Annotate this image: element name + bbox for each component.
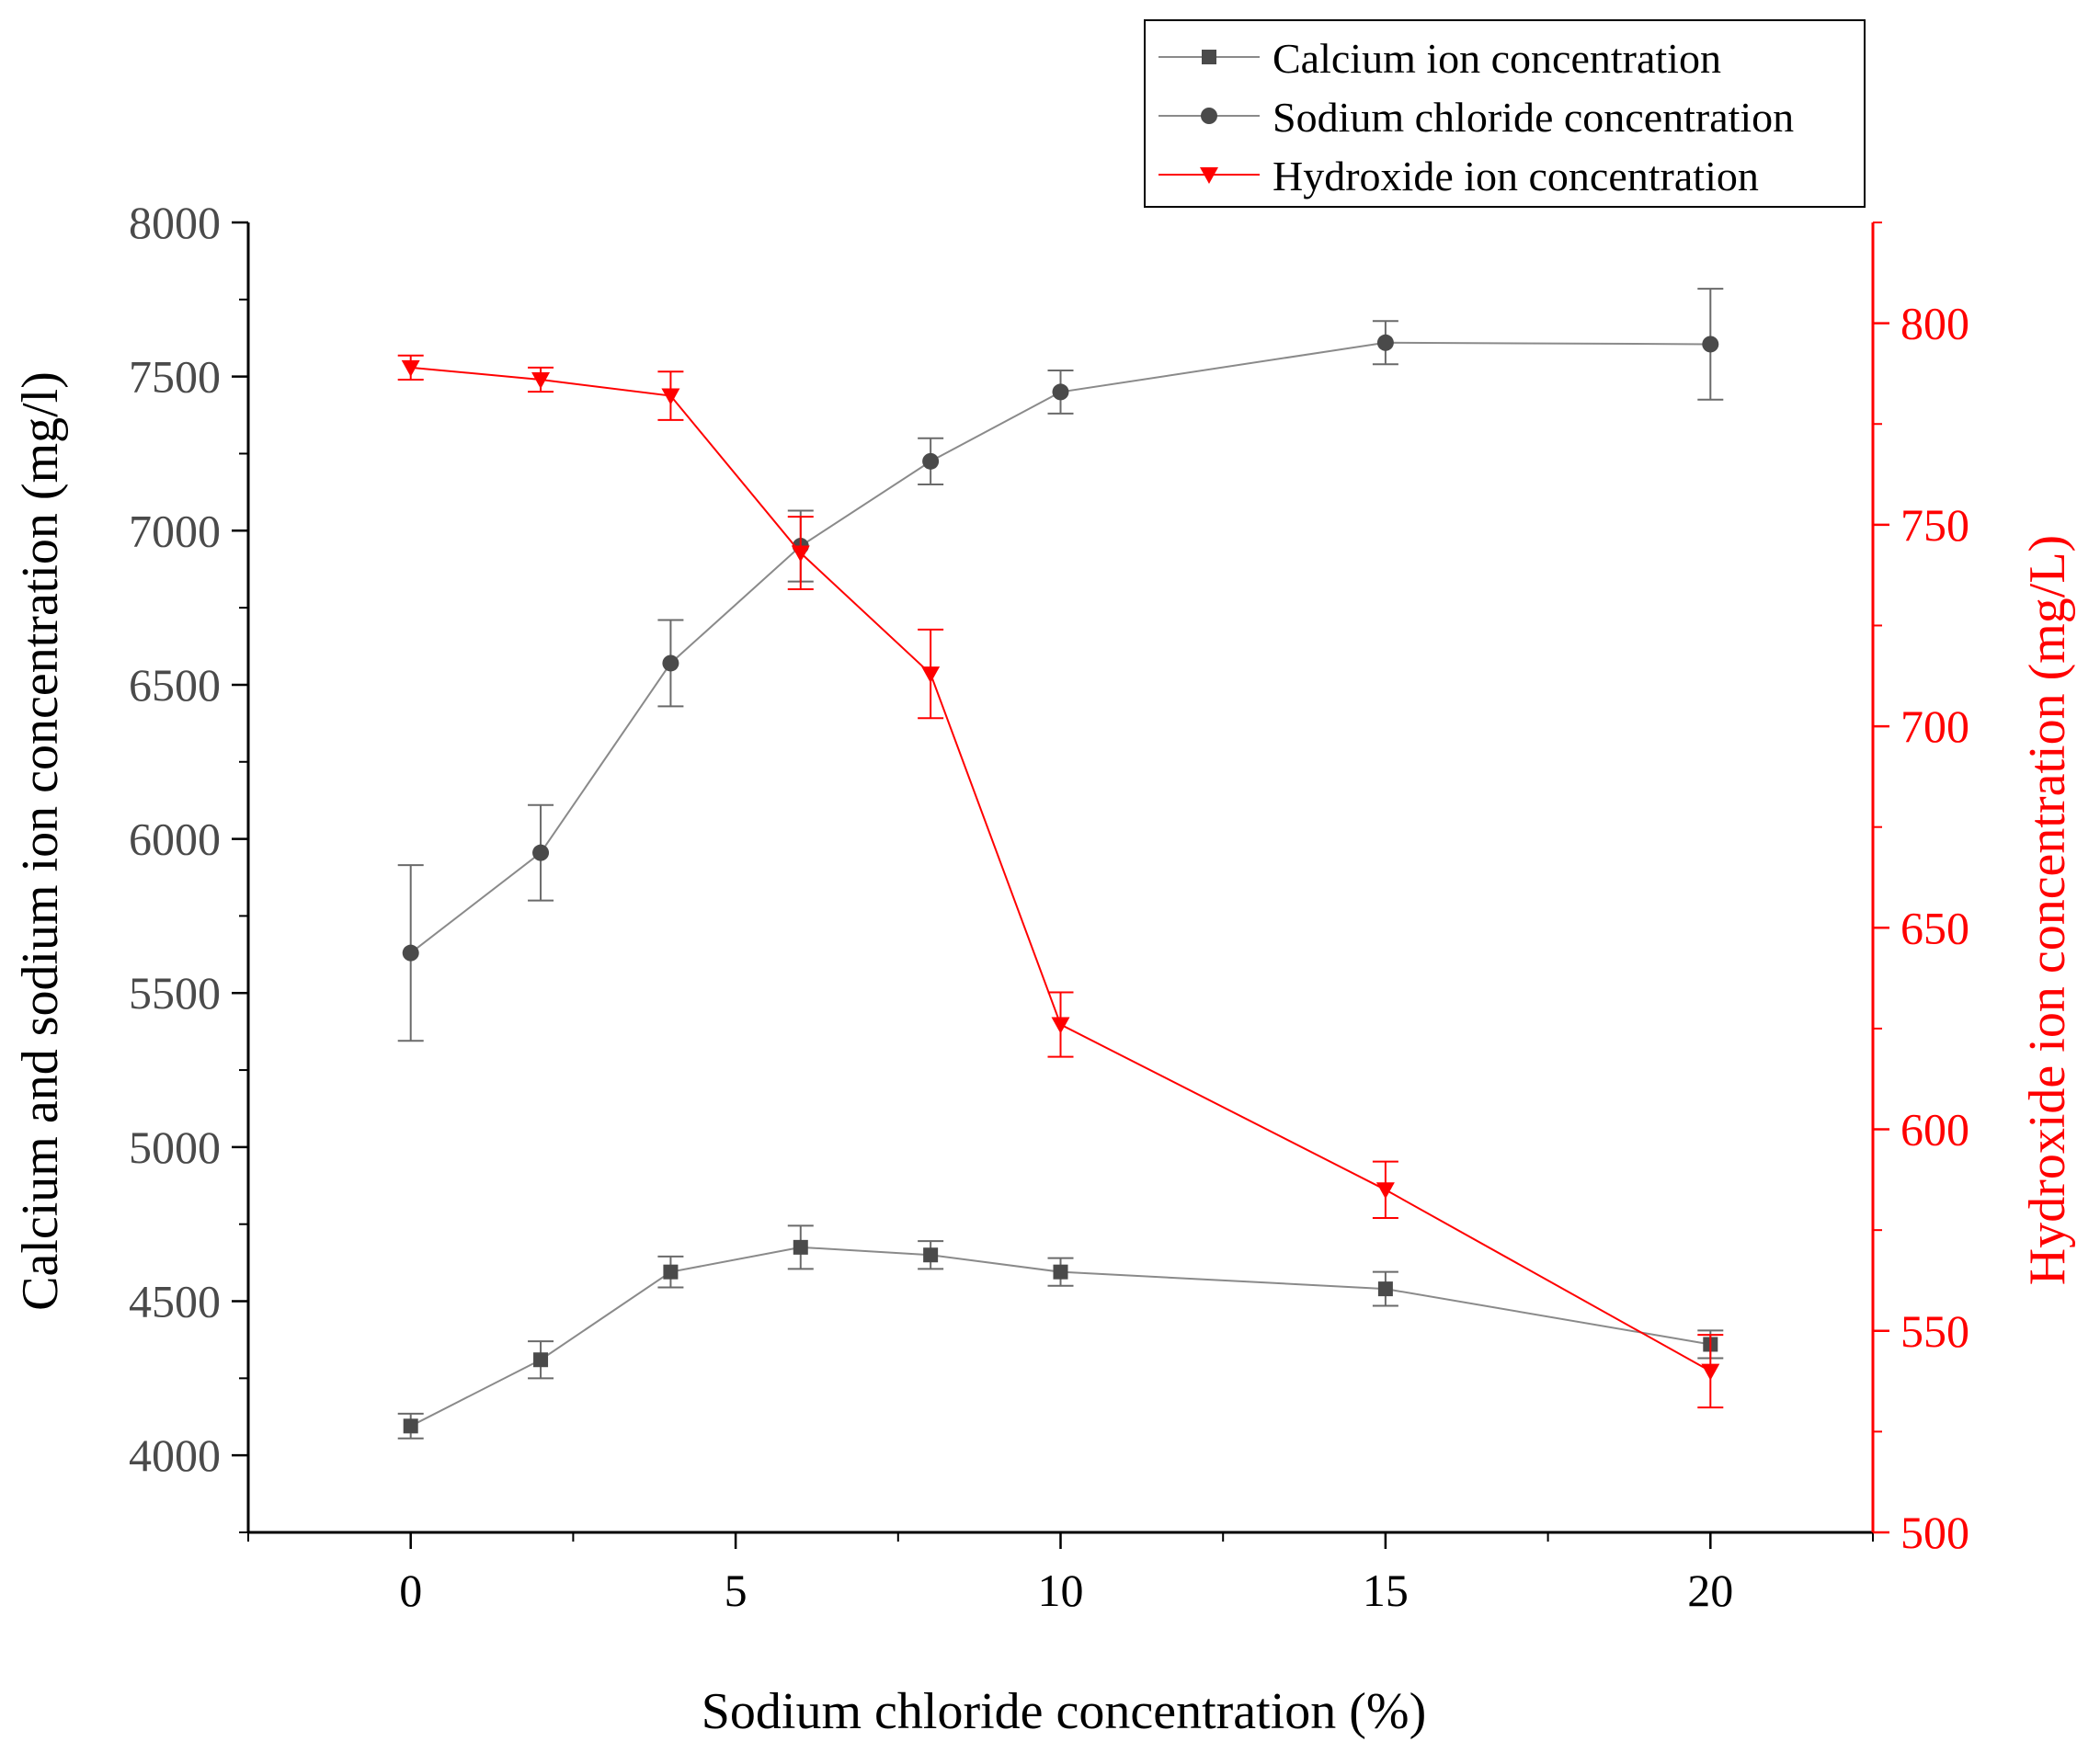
y-right-tick-label: 700 <box>1900 700 1969 752</box>
legend: Calcium ion concentration Sodium chloride… <box>1144 19 1866 208</box>
data-point <box>401 359 420 377</box>
y-left-tick-label: 5500 <box>129 967 221 1019</box>
y-left-tick-label: 6000 <box>129 814 221 865</box>
data-point <box>661 388 680 405</box>
y-left-tick-label: 8000 <box>129 197 221 248</box>
y-left-tick-label: 4000 <box>129 1429 221 1481</box>
right-y-axis-label: Hydroxide ion concentration (mg/L) <box>2019 535 2076 1285</box>
y-right-tick-label: 550 <box>1900 1305 1969 1357</box>
data-point <box>531 372 551 389</box>
series-line <box>410 366 1711 1372</box>
data-point <box>663 1264 679 1280</box>
legend-item: Sodium chloride concentration <box>1158 94 1794 141</box>
series-triangle-down <box>397 354 1724 1409</box>
data-point <box>1376 334 1394 351</box>
data-point <box>1051 1017 1070 1034</box>
data-point <box>533 1352 549 1368</box>
x-tick-label: 10 <box>1038 1565 1084 1616</box>
y-left-tick-label: 4500 <box>129 1276 221 1327</box>
y-left-tick-label: 7500 <box>129 351 221 403</box>
data-point <box>922 452 940 470</box>
left-y-axis-label: Calcium and sodium ion concentration (mg… <box>12 371 69 1311</box>
data-point <box>1701 1363 1720 1381</box>
series-layer <box>397 288 1724 1440</box>
data-point <box>923 1247 939 1263</box>
data-point <box>402 944 419 962</box>
data-point <box>403 1418 418 1434</box>
series-square <box>397 1224 1724 1440</box>
series-line <box>410 341 1711 954</box>
y-left-tick-label: 6500 <box>129 659 221 711</box>
x-axis-label: Sodium chloride concentration (%) <box>702 1683 1426 1740</box>
data-point <box>662 655 679 672</box>
data-point <box>1377 1281 1393 1297</box>
data-point <box>793 1239 808 1255</box>
legend-label: Sodium chloride concentration <box>1273 94 1794 141</box>
legend-label: Hydroxide ion concentration <box>1273 153 1759 199</box>
legend-item: Hydroxide ion concentration <box>1158 153 1759 199</box>
data-point <box>1375 1182 1395 1200</box>
y-left-tick-label: 7000 <box>129 505 221 556</box>
data-point <box>791 545 810 563</box>
x-tick-label: 20 <box>1687 1565 1733 1616</box>
data-point <box>1053 1264 1068 1280</box>
y-right-tick-label: 650 <box>1900 902 1969 953</box>
legend-items: Calcium ion concentration Sodium chloride… <box>1158 35 1794 199</box>
data-point <box>1702 336 1719 353</box>
y-left-tick-label: 5000 <box>129 1121 221 1173</box>
legend-marker <box>1200 167 1218 184</box>
data-point <box>921 666 941 684</box>
legend-label: Calcium ion concentration <box>1273 35 1721 82</box>
series-line <box>410 1246 1711 1428</box>
legend-marker <box>1202 50 1216 64</box>
x-tick-label: 5 <box>725 1565 748 1616</box>
y-right-tick-label: 750 <box>1900 499 1969 551</box>
data-point <box>532 844 550 861</box>
left-y-axis-ticks: 4000 4500 5000 5500 6000 6500 7000 7500 8000 <box>129 197 248 1533</box>
right-y-axis-ticks: 500 550 600 650 700 750 800 <box>1873 222 1969 1558</box>
y-right-tick-label: 600 <box>1900 1104 1969 1155</box>
legend-marker <box>1201 108 1217 124</box>
x-axis-ticks: 0 5 10 15 20 <box>247 1532 1874 1616</box>
x-tick-label: 15 <box>1363 1565 1409 1616</box>
y-right-tick-label: 800 <box>1900 298 1969 349</box>
x-tick-label: 0 <box>399 1565 422 1616</box>
y-right-tick-label: 500 <box>1900 1507 1969 1558</box>
data-point <box>1052 383 1069 401</box>
legend-item: Calcium ion concentration <box>1158 35 1721 82</box>
legend-box <box>1144 19 1866 208</box>
